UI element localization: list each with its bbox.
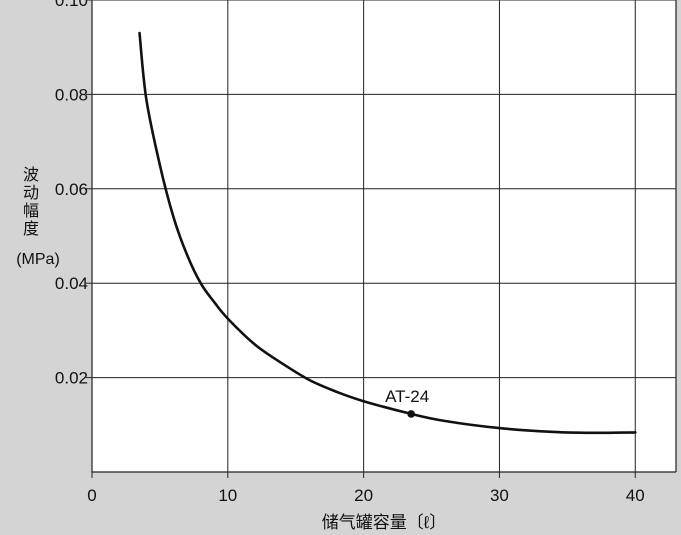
series bbox=[138, 31, 637, 435]
left-panel-background bbox=[0, 0, 12, 535]
x-tick-label: 10 bbox=[218, 486, 237, 505]
grid bbox=[92, 0, 676, 472]
left-panel-background bbox=[12, 0, 92, 472]
x-axis-label: 储气罐容量〔ℓ〕 bbox=[322, 513, 447, 532]
plot-area bbox=[92, 0, 676, 472]
x-tick-label: 0 bbox=[87, 486, 96, 505]
series-line bbox=[138, 31, 637, 435]
annotation-label: AT-24 bbox=[385, 387, 429, 406]
bottom-panel-background bbox=[12, 472, 681, 535]
y-axis-label-line: (MPa) bbox=[16, 251, 60, 268]
x-tick-label: 30 bbox=[490, 486, 509, 505]
tick-labels: 0.02 0.04 0.06 0.08 0.10 0 10 20 30 40 bbox=[55, 0, 645, 505]
y-axis-label: 波动幅度 (MPa) bbox=[16, 166, 60, 268]
y-tick-label: 0.04 bbox=[55, 274, 88, 293]
axes bbox=[91, 0, 677, 473]
y-tick-label: 0.10 bbox=[55, 0, 88, 10]
right-panel-background bbox=[676, 0, 681, 535]
y-tick-label: 0.02 bbox=[55, 369, 88, 388]
x-tick-label: 40 bbox=[626, 486, 645, 505]
y-axis-label-line: 幅 bbox=[23, 202, 39, 220]
y-tick-label: 0.06 bbox=[55, 180, 88, 199]
annotation-point bbox=[407, 410, 415, 418]
y-axis-label-line: 动 bbox=[23, 184, 39, 202]
y-tick-label: 0.08 bbox=[55, 85, 88, 104]
x-tick-label: 20 bbox=[354, 486, 373, 505]
y-axis-label-line: 度 bbox=[23, 220, 39, 238]
annotations: AT-24 bbox=[385, 387, 429, 418]
y-axis-label-line: 波 bbox=[23, 166, 39, 184]
